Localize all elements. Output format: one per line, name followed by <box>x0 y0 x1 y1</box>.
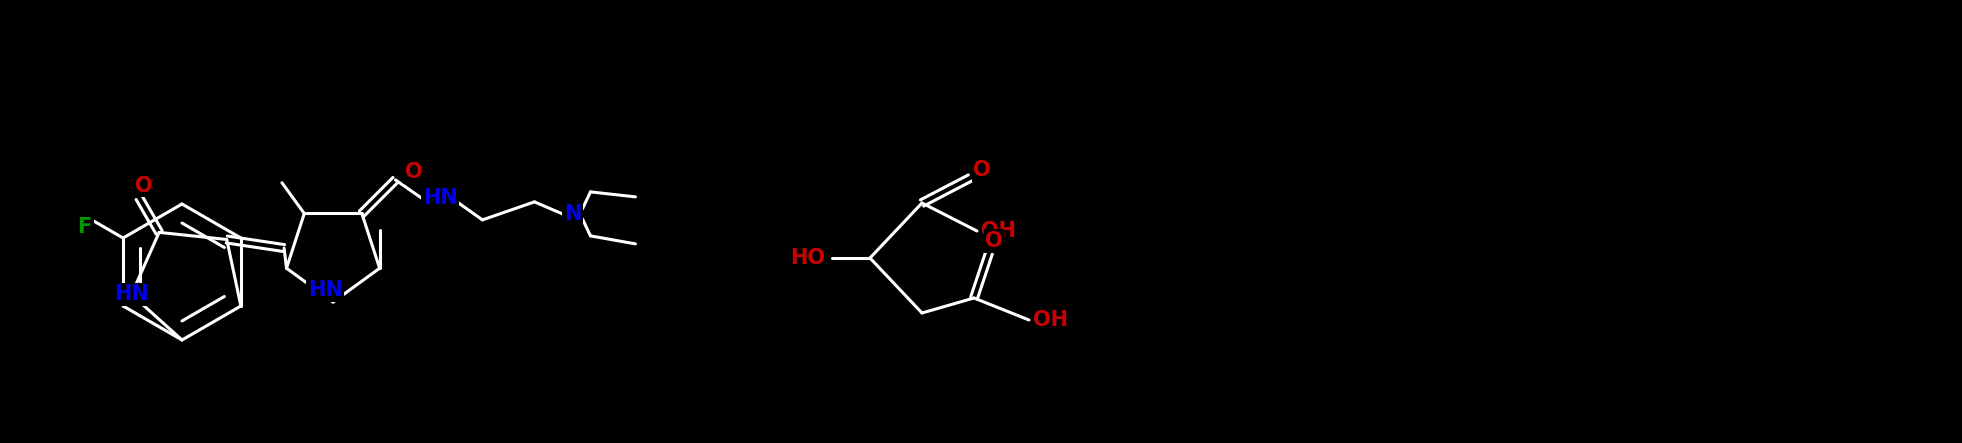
Text: HN: HN <box>308 280 343 300</box>
Text: O: O <box>135 176 153 196</box>
Text: HN: HN <box>424 188 457 208</box>
Text: O: O <box>404 162 422 182</box>
Text: O: O <box>985 231 1003 251</box>
Text: OH: OH <box>981 221 1016 241</box>
Text: HN: HN <box>114 284 149 304</box>
Text: HO: HO <box>791 248 826 268</box>
Text: N: N <box>563 204 581 224</box>
Text: O: O <box>973 160 991 180</box>
Text: F: F <box>78 217 92 237</box>
Text: OH: OH <box>1034 310 1069 330</box>
